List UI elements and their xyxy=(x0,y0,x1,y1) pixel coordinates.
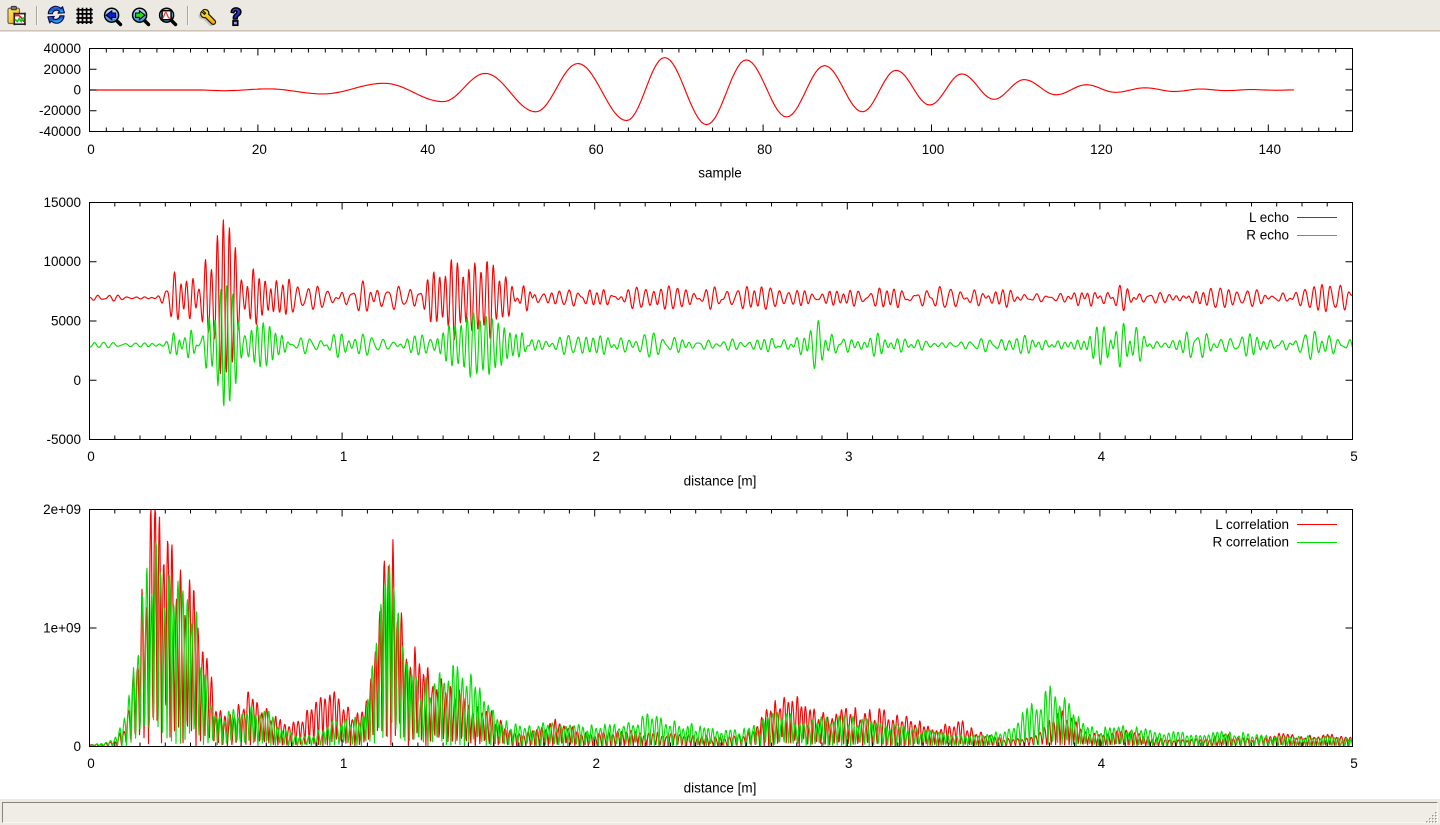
svg-text:-5000: -5000 xyxy=(46,432,81,447)
svg-text:-20000: -20000 xyxy=(39,103,81,118)
svg-text:120: 120 xyxy=(1090,142,1113,157)
svg-text:80: 80 xyxy=(757,142,772,157)
svg-text:distance [m]: distance [m] xyxy=(684,781,757,796)
svg-text:sample: sample xyxy=(698,166,742,181)
svg-text:3: 3 xyxy=(845,756,853,771)
svg-text:R correlation: R correlation xyxy=(1212,535,1289,550)
svg-text:60: 60 xyxy=(589,142,604,157)
svg-text:L correlation: L correlation xyxy=(1215,517,1289,532)
svg-text:5: 5 xyxy=(1350,449,1358,464)
svg-text:2: 2 xyxy=(592,449,600,464)
svg-text:5: 5 xyxy=(1350,756,1358,771)
svg-text:40000: 40000 xyxy=(43,41,81,56)
svg-text:-40000: -40000 xyxy=(39,124,81,139)
svg-text:0: 0 xyxy=(87,142,95,157)
svg-text:2e+09: 2e+09 xyxy=(43,502,81,517)
svg-text:0: 0 xyxy=(73,739,81,754)
svg-text:4: 4 xyxy=(1098,449,1106,464)
svg-text:distance [m]: distance [m] xyxy=(684,474,757,489)
svg-text:4: 4 xyxy=(1098,756,1106,771)
svg-text:40: 40 xyxy=(420,142,435,157)
svg-text:3: 3 xyxy=(845,449,853,464)
svg-text:2: 2 xyxy=(592,756,600,771)
svg-text:140: 140 xyxy=(1259,142,1282,157)
svg-text:1: 1 xyxy=(340,449,348,464)
svg-text:L echo: L echo xyxy=(1249,210,1289,225)
svg-text:10000: 10000 xyxy=(43,254,81,269)
svg-text:1e+09: 1e+09 xyxy=(43,621,81,636)
svg-text:0: 0 xyxy=(73,373,81,388)
svg-text:0: 0 xyxy=(73,83,81,98)
svg-text:0: 0 xyxy=(87,756,95,771)
svg-text:20: 20 xyxy=(252,142,267,157)
svg-text:R echo: R echo xyxy=(1246,228,1289,243)
svg-text:0: 0 xyxy=(87,449,95,464)
svg-text:20000: 20000 xyxy=(43,62,81,77)
svg-text:15000: 15000 xyxy=(43,195,81,210)
svg-text:1: 1 xyxy=(340,756,348,771)
svg-text:100: 100 xyxy=(922,142,945,157)
svg-text:5000: 5000 xyxy=(51,314,81,329)
